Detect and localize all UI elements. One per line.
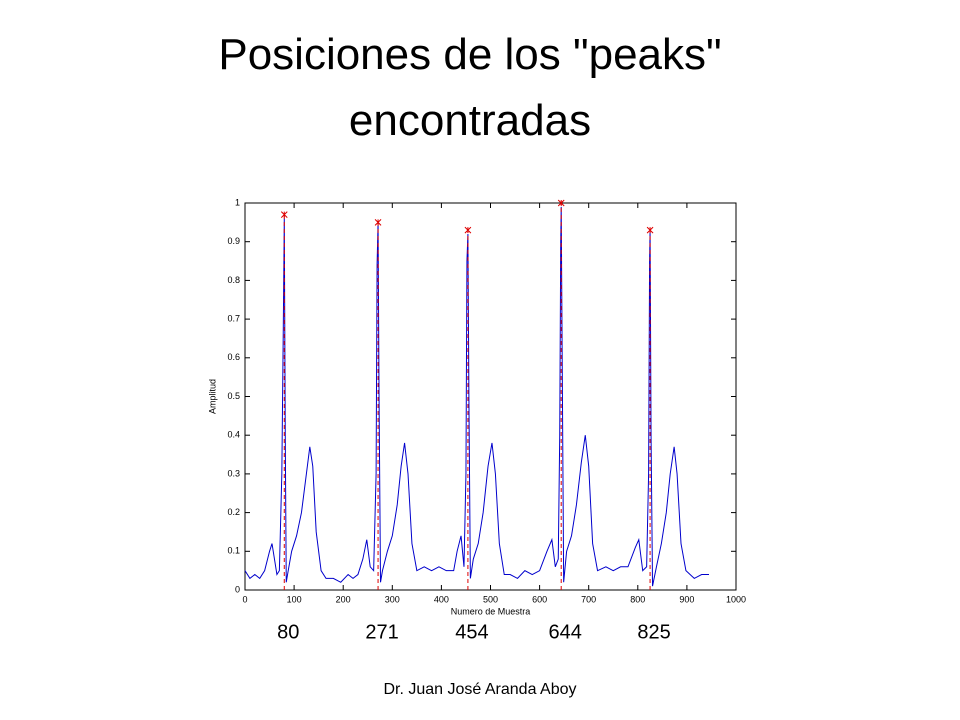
x-tick-label: 300 <box>385 594 400 604</box>
y-tick-label: 0.7 <box>227 313 240 323</box>
peak-position-label: 454 <box>455 621 488 643</box>
slide-title: Posiciones de los "peaks" encontradas <box>218 30 722 145</box>
x-tick-label: 500 <box>483 594 498 604</box>
y-tick-label: 0.6 <box>227 352 240 362</box>
peak-marker <box>280 211 288 218</box>
x-tick-label: 400 <box>434 594 449 604</box>
y-tick-label: 0.1 <box>227 546 240 556</box>
peak-position-label: 825 <box>637 621 670 643</box>
footer: Dr. Juan José Aranda Aboy <box>383 681 576 698</box>
x-axis-label: Numero de Muestra <box>451 606 531 616</box>
peak-marker <box>646 226 654 234</box>
y-tick-label: 0.9 <box>227 236 240 246</box>
peak-position-label: 80 <box>277 621 299 643</box>
x-tick-label: 100 <box>287 594 302 604</box>
signal-line <box>244 206 709 587</box>
y-tick-label: 0.4 <box>227 430 240 440</box>
x-tick-label: 700 <box>581 594 596 604</box>
x-tick-label: 200 <box>336 594 351 604</box>
y-tick-label: 1 <box>235 197 240 207</box>
y-tick-label: 0.3 <box>227 468 240 478</box>
peak-marker <box>557 199 565 207</box>
y-axis-label: Amplitud <box>207 379 217 414</box>
x-tick-label: 600 <box>532 594 547 604</box>
peak-marker <box>374 218 382 226</box>
peak-marker <box>464 226 472 234</box>
x-tick-label: 0 <box>242 594 247 604</box>
y-tick-label: 0.2 <box>227 507 240 517</box>
x-tick-label: 1000 <box>726 594 746 604</box>
y-tick-label: 0.5 <box>227 391 240 401</box>
peak-position-label: 271 <box>365 621 398 643</box>
plot-frame <box>244 202 737 591</box>
y-tick-label: 0 <box>235 584 240 594</box>
y-tick-label: 0.8 <box>227 275 240 285</box>
peak-position-label: 644 <box>549 621 582 643</box>
x-tick-label: 800 <box>630 594 645 604</box>
x-tick-label: 900 <box>679 594 694 604</box>
